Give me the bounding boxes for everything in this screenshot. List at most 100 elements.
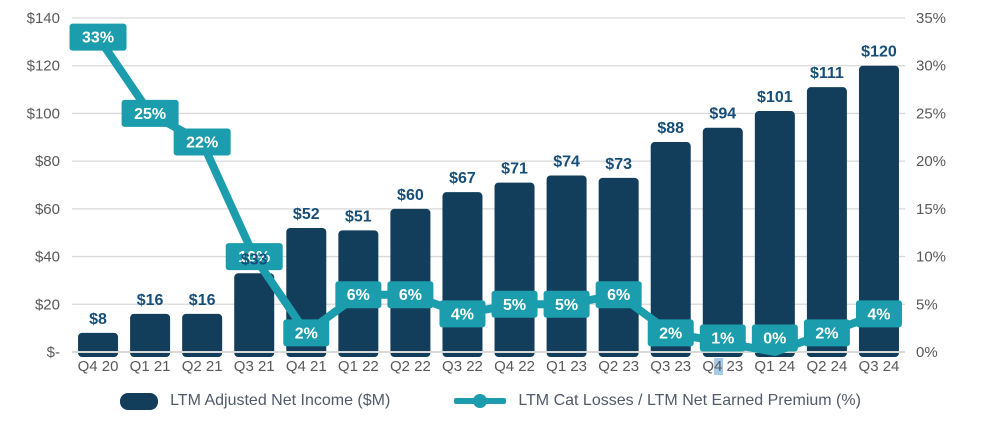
x-axis-label: Q2 23 [598, 358, 639, 375]
x-axis-label: Q1 24 [754, 358, 795, 375]
bar-data-label: $74 [553, 153, 580, 170]
bar-data-label: $111 [810, 65, 844, 82]
line-data-label: 1% [711, 331, 734, 348]
legend-label-cat-losses: LTM Cat Losses / LTM Net Earned Premium … [518, 392, 861, 409]
bar [130, 313, 171, 357]
bar-data-label: $71 [501, 161, 528, 178]
line-data-label: 2% [815, 325, 838, 342]
right-axis-tick: 20% [916, 153, 946, 170]
legend-item-net-income: LTM Adjusted Net Income ($M) [120, 392, 390, 410]
x-axis-label: Q3 22 [442, 358, 483, 375]
x-axis-label: Q3 21 [234, 358, 275, 375]
line-data-label: 33% [82, 30, 114, 47]
left-axis-tick: $80 [35, 153, 60, 170]
bar-data-label: $52 [293, 206, 320, 223]
line-data-label: 6% [347, 287, 370, 304]
x-axis-label: Q4 23 [702, 358, 743, 375]
right-axis-tick: 5% [916, 296, 938, 313]
line-data-label-box [173, 128, 231, 156]
x-axis-label: Q4 22 [494, 358, 535, 375]
line-data-label: 6% [399, 287, 422, 304]
right-axis-tick: 25% [916, 105, 946, 122]
line-data-label: 25% [134, 106, 166, 123]
line-data-label: 5% [503, 297, 526, 314]
x-axis-label: Q2 21 [182, 358, 223, 375]
line-data-label-box [751, 324, 798, 352]
x-axis-label: Q2 22 [390, 358, 431, 375]
x-axis-label: Q1 23 [546, 358, 587, 375]
bar [806, 87, 847, 357]
bar [234, 273, 275, 357]
left-axis-tick: $60 [35, 201, 60, 218]
right-axis-tick: 10% [916, 249, 946, 266]
line-data-label-box [595, 281, 642, 309]
line-data-label-box [387, 281, 434, 309]
line-data-label: 2% [659, 325, 682, 342]
line-data-label: 6% [607, 287, 630, 304]
line-data-label-box [121, 99, 179, 127]
legend-item-cat-losses: LTM Cat Losses / LTM Net Earned Premium … [454, 392, 861, 410]
x-axis-label: Q4 20 [78, 358, 119, 375]
bar-data-label: $16 [137, 292, 164, 309]
line-data-label-box [647, 319, 694, 347]
x-axis-label: Q1 22 [338, 358, 379, 375]
right-axis-tick: 35% [916, 10, 946, 27]
line-data-label-box [803, 319, 850, 347]
line-data-label-box [335, 281, 382, 309]
bar-data-label: $51 [345, 208, 372, 225]
bar [494, 182, 535, 357]
bar [442, 192, 483, 357]
bar-data-label: $8 [89, 311, 107, 328]
line-data-label-box [439, 300, 486, 328]
line-series-swatch-icon [454, 393, 507, 409]
bar-data-label: $60 [397, 187, 424, 204]
bar-series-swatch-icon [120, 392, 159, 410]
bar [78, 332, 119, 357]
line-data-label: 4% [867, 306, 890, 323]
line-data-label: 4% [451, 306, 474, 323]
x-axis-label: Q3 24 [859, 358, 900, 375]
x-axis-label: Q1 21 [130, 358, 171, 375]
left-axis-tick: $20 [35, 296, 60, 313]
bar-data-label: $120 [861, 44, 897, 61]
right-axis-tick: 15% [916, 201, 946, 218]
bar [182, 313, 223, 357]
line-data-label-box [283, 319, 330, 347]
left-axis-tick: $120 [27, 58, 60, 75]
left-axis-tick: $40 [35, 249, 60, 266]
x-axis-label: Q4 21 [286, 358, 327, 375]
bar [598, 177, 639, 357]
left-axis-tick: $140 [27, 10, 60, 27]
legend-label-net-income: LTM Adjusted Net Income ($M) [170, 392, 391, 409]
right-axis-tick: 30% [916, 58, 946, 75]
bar-data-label: $94 [709, 106, 736, 123]
bar-data-label: $73 [605, 156, 632, 173]
bar-data-label: $16 [189, 292, 216, 309]
line-data-label-box [69, 23, 127, 51]
combo-chart-canvas: $140 35%$120 30%$100 25%$80 20%$60 15%$40 10%$… [27, 10, 946, 375]
bar-data-label: $88 [657, 120, 684, 137]
chart-legend: LTM Adjusted Net Income ($M) LTM Cat Los… [0, 392, 981, 410]
line-data-label-box [491, 290, 538, 318]
bar-data-label: $33 [241, 251, 268, 268]
line-data-label: 22% [186, 135, 218, 152]
bar [754, 111, 795, 358]
line-data-label: 2% [295, 325, 318, 342]
bar [702, 127, 743, 357]
bar-data-label: $67 [449, 170, 476, 187]
line-data-label-box [225, 243, 283, 271]
x-axis-label: Q2 24 [806, 358, 847, 375]
line-data-label-box [699, 324, 746, 352]
x-axis-label: Q3 23 [650, 358, 691, 375]
line-data-label-box [855, 300, 902, 328]
line-data-label: 0% [763, 331, 786, 348]
bar-data-label: $101 [757, 89, 793, 106]
bar [858, 65, 899, 357]
left-axis-tick: $- [47, 344, 60, 361]
bar [546, 175, 587, 357]
line-data-label: 5% [555, 297, 578, 314]
line-data-label: 10% [238, 249, 270, 266]
line-data-label-box [543, 290, 590, 318]
text-selection-highlight [714, 358, 724, 375]
